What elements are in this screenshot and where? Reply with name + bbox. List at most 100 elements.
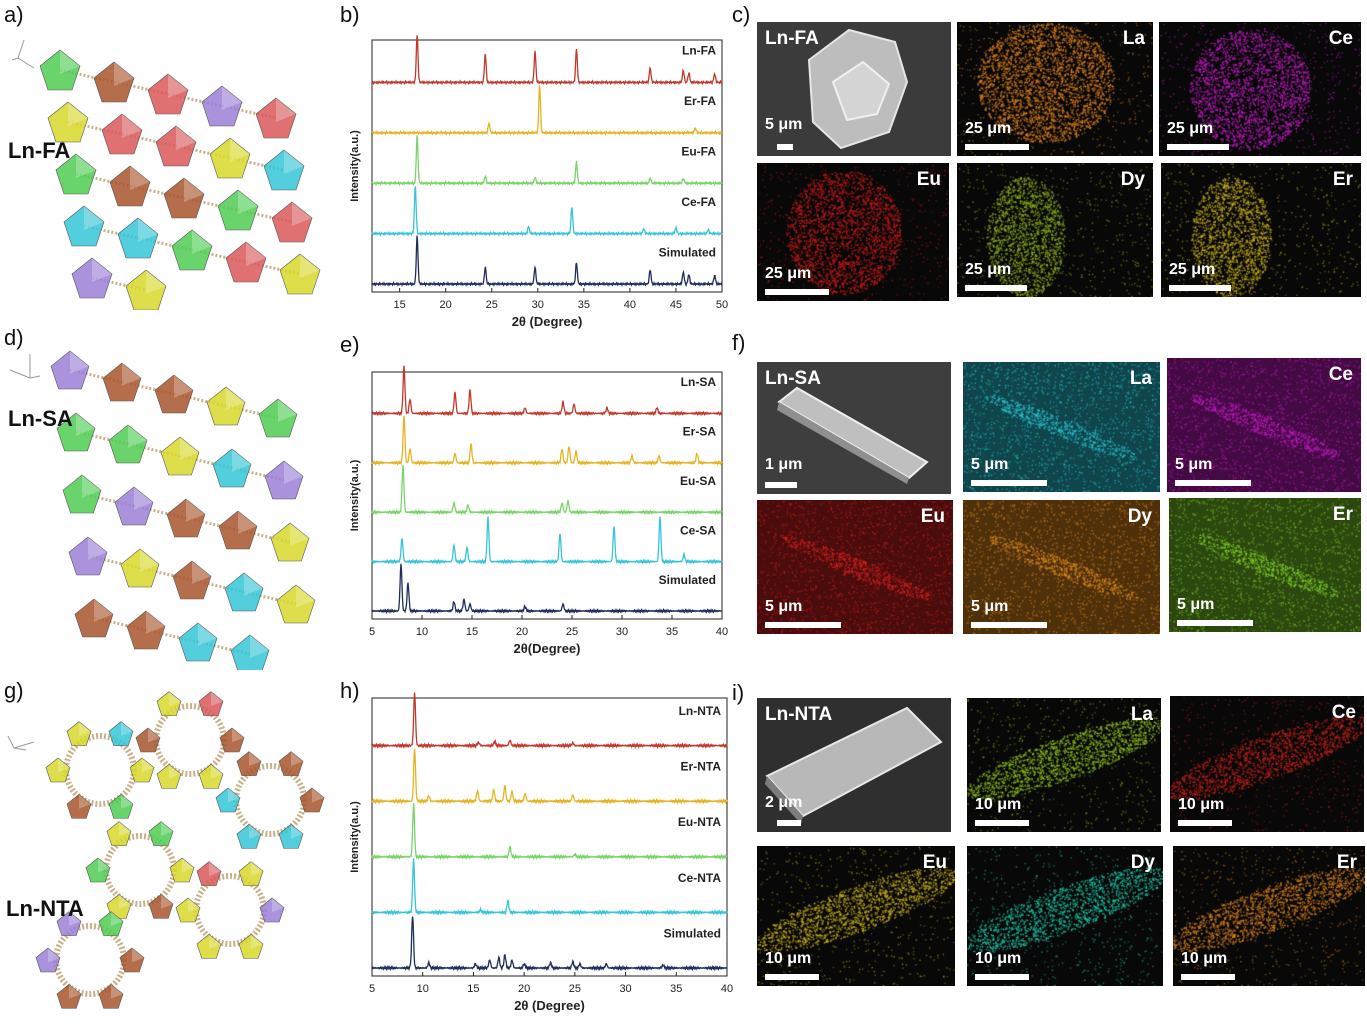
polyhedron-face	[88, 537, 107, 560]
polyhedron	[106, 821, 132, 846]
plot-frame	[371, 697, 728, 977]
scale-bar	[975, 820, 1029, 826]
polyhedron-face	[238, 511, 257, 534]
scale-bar	[965, 144, 1029, 150]
x-tick-label: 20	[516, 626, 528, 638]
scale-bar	[975, 974, 1029, 980]
y-axis-label: Intensity(a.u.)	[349, 130, 361, 202]
polyhedron	[212, 448, 252, 488]
series-line-eu-sa	[371, 465, 723, 516]
series-label: Ce-SA	[680, 523, 716, 537]
sem-image-ln-nta: Ln-NTA 2 μm	[757, 698, 951, 832]
polyhedron-face	[132, 948, 144, 963]
y-axis-label: Intensity(a.u.)	[349, 801, 361, 873]
scale-bar	[1169, 285, 1231, 291]
x-tick-label: 20	[440, 299, 452, 311]
polyhedron-face	[122, 363, 141, 386]
polyhedron	[68, 536, 108, 576]
series-line-ln-fa	[371, 35, 723, 86]
eds-speckle	[963, 500, 1160, 634]
polyhedron	[160, 436, 200, 476]
polyhedron-face	[69, 984, 81, 999]
polyhedron-face	[142, 758, 154, 773]
series-line-ln-sa	[371, 365, 723, 417]
eds-map-dy: Dy 5 μm	[963, 500, 1160, 634]
polyhedron-face	[146, 611, 165, 634]
eds-map-eu: Eu 25 μm	[757, 163, 949, 301]
polyhedron	[217, 189, 259, 231]
polyhedron	[198, 763, 224, 789]
x-tick-label: 10	[416, 626, 428, 638]
sem-image-ln-fa: Ln-FA 5 μm	[757, 22, 951, 156]
structure-ln-fa: Ln-FA	[0, 20, 330, 311]
polyhedron	[108, 793, 134, 819]
polyhedron-face	[130, 166, 150, 190]
polyhedron-face	[192, 561, 211, 584]
panel-label-f: f)	[732, 330, 746, 355]
eds-map-la: La 10 μm	[967, 698, 1161, 832]
scale-text: 5 μm	[1177, 596, 1215, 613]
polyhedron-face	[276, 98, 296, 122]
polyhedron	[201, 85, 243, 127]
pore-ring	[233, 763, 307, 837]
polyhedron-face	[296, 585, 315, 608]
polyhedron-face	[300, 254, 320, 278]
polyhedron-face	[232, 728, 244, 743]
structure-label: Ln-SA	[8, 406, 73, 431]
polyhedron	[98, 983, 124, 1009]
eds-speckle	[1169, 498, 1361, 632]
polyhedron-face	[146, 270, 166, 294]
polyhedron-face	[186, 499, 205, 522]
sem-title: Ln-FA	[765, 28, 819, 49]
polyhedron-face	[312, 788, 324, 803]
polyhedron	[196, 861, 222, 886]
polyhedron	[224, 572, 264, 612]
polyhedron	[171, 229, 213, 271]
x-tick-label: 15	[394, 299, 406, 311]
element-label: Eu	[920, 506, 945, 527]
polyhedron	[71, 257, 113, 299]
polyhedron	[85, 857, 111, 883]
scale-bar	[1177, 620, 1253, 626]
panel-label-h: h)	[340, 678, 360, 703]
panel-label-d: d)	[4, 325, 24, 350]
polyhedron	[299, 787, 325, 813]
polyhedron	[178, 622, 218, 662]
polyhedron	[119, 947, 145, 973]
polyhedron	[198, 691, 224, 716]
scale-text: 5 μm	[1175, 456, 1213, 473]
scale-text: 10 μm	[1181, 950, 1228, 967]
polyhedron	[148, 893, 174, 919]
scale-bar	[971, 480, 1047, 486]
panel-label-i: i)	[732, 680, 745, 705]
eds-speckle	[957, 163, 1153, 297]
eds-map-la: La 5 μm	[963, 362, 1160, 492]
eds-speckle	[967, 698, 1161, 832]
panel-label-g: g)	[4, 678, 24, 703]
scale-bar	[1167, 144, 1229, 150]
series-label: Er-NTA	[681, 760, 722, 774]
series-label: Simulated	[659, 245, 716, 259]
polyhedron	[74, 598, 114, 638]
x-tick-label: 50	[716, 299, 728, 311]
series-line-simulated	[371, 235, 723, 288]
pore-ring	[193, 873, 267, 947]
scale-text: 5 μm	[765, 598, 803, 615]
polyhedron-face	[251, 934, 263, 949]
structure-ln-fa-drawing	[11, 39, 321, 311]
scale-text: 25 μm	[1167, 120, 1214, 137]
panel-label-c: c)	[732, 2, 751, 27]
polyhedra-group	[39, 49, 321, 311]
scale-bar	[777, 820, 801, 826]
polyhedron-face	[188, 898, 200, 913]
polyhedron	[98, 911, 124, 936]
polyhedron	[163, 177, 205, 219]
polyhedron	[62, 474, 102, 514]
scale-text: 10 μm	[765, 950, 812, 967]
polyhedron	[56, 911, 82, 936]
series-line-er-sa	[371, 415, 723, 466]
polyhedron	[56, 983, 82, 1009]
series-label: Ln-SA	[681, 375, 717, 389]
polyhedron	[55, 153, 97, 195]
element-label: Er	[1332, 169, 1353, 190]
